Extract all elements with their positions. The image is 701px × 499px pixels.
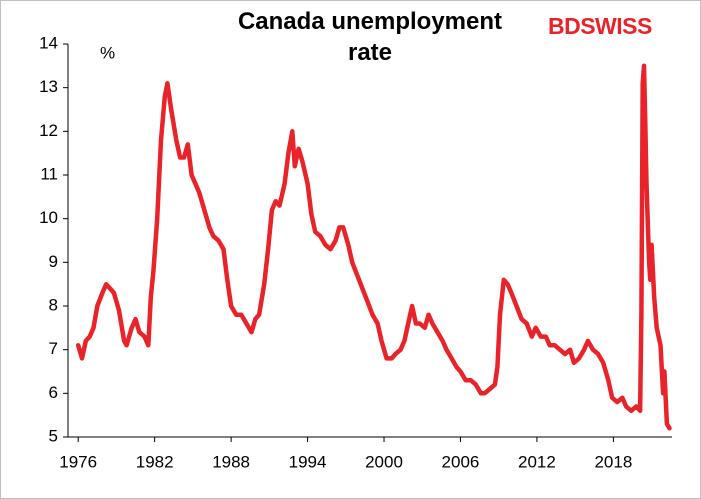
y-tick-label: 7 [49,339,58,358]
y-axis-label: % [100,43,115,62]
y-tick-label: 12 [39,121,58,140]
y-tick-label: 10 [39,208,58,227]
x-tick-label: 1982 [136,452,174,471]
y-tick-label: 8 [49,295,58,314]
x-tick-label: 2012 [518,452,556,471]
y-tick-label: 6 [49,383,58,402]
y-tick-label: 14 [39,33,58,52]
x-tick-label: 2006 [442,452,480,471]
x-tick-label: 1976 [59,452,97,471]
x-tick-label: 1988 [212,452,250,471]
y-tick-label: 11 [40,164,58,183]
chart-title: Canada unemployment rate [237,8,503,66]
logo: BDSWISS [548,13,652,39]
y-tick-label: 13 [39,77,58,96]
x-tick-label: 1994 [289,452,327,471]
data-line [75,63,672,431]
y-tick-label: 5 [49,426,58,445]
y-tick-label: 9 [49,252,58,271]
x-tick-label: 2018 [594,452,632,471]
x-tick-label: 2000 [365,452,403,471]
